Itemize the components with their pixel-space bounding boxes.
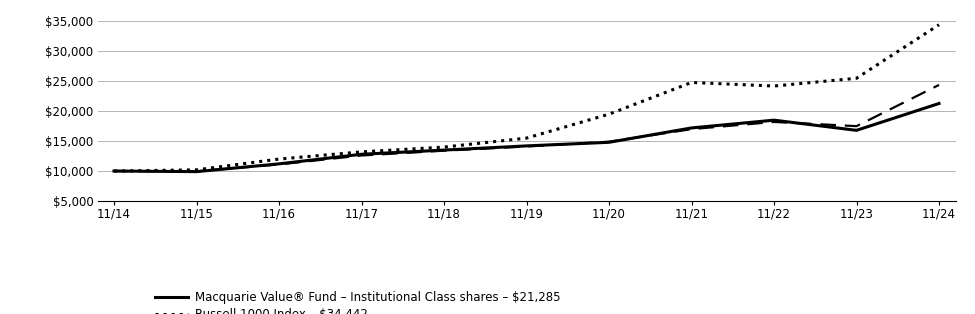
Legend: Macquarie Value® Fund – Institutional Class shares – $21,285, Russell 1000 Index: Macquarie Value® Fund – Institutional Cl…	[155, 291, 561, 314]
